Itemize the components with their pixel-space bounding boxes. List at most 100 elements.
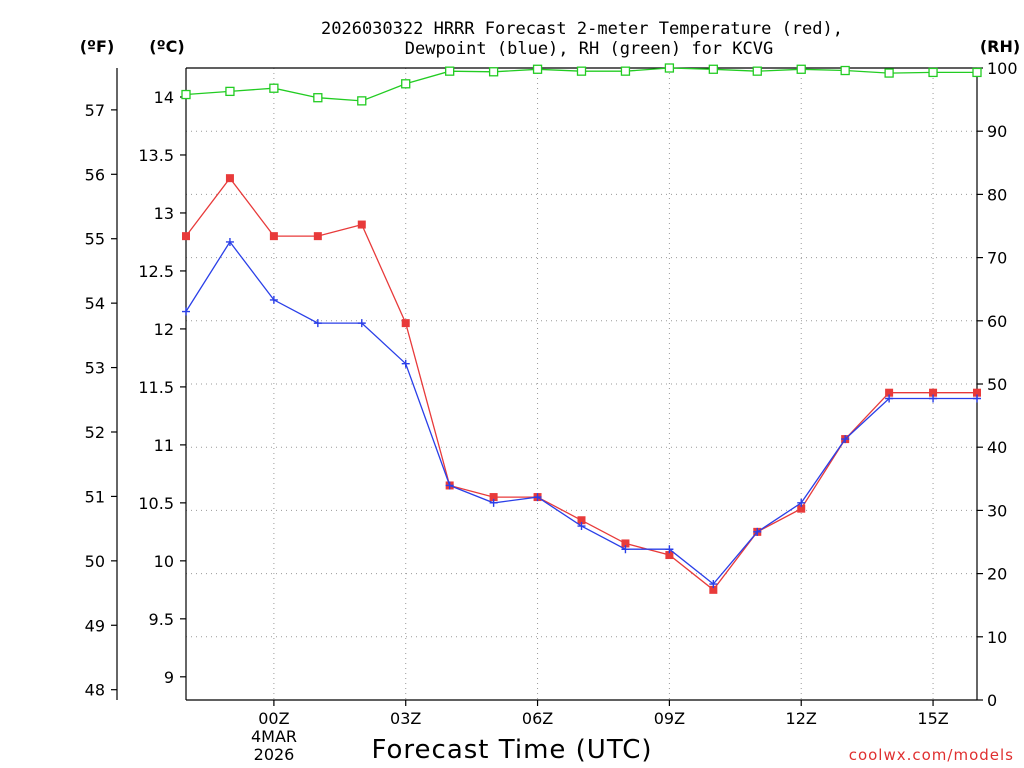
dewpoint-point bbox=[841, 435, 850, 444]
temperature-point bbox=[797, 504, 806, 513]
dewpoint-point bbox=[797, 498, 806, 507]
x-tick-label: 00Z bbox=[258, 709, 289, 728]
fahrenheit-tick-label: 50 bbox=[85, 552, 105, 571]
dewpoint-point bbox=[182, 307, 190, 316]
temperature-point bbox=[357, 220, 366, 229]
rh-point bbox=[357, 96, 367, 106]
dewpoint-point bbox=[489, 498, 498, 507]
dewpoint-point bbox=[665, 545, 674, 554]
rh-tick-label: 70 bbox=[987, 249, 1007, 268]
temperature-point bbox=[665, 551, 674, 560]
dewpoint-point bbox=[709, 580, 718, 589]
x-tick-label: 06Z bbox=[522, 709, 553, 728]
rh-tick-label: 40 bbox=[987, 438, 1007, 457]
dewpoint-line bbox=[185, 240, 977, 585]
grid-layer bbox=[186, 68, 977, 700]
rh-point bbox=[972, 67, 982, 78]
rh-tick-label: 30 bbox=[987, 501, 1007, 520]
x-axis-label: Forecast Time (UTC) bbox=[371, 735, 652, 765]
rh-point bbox=[269, 83, 279, 93]
dewpoint-point bbox=[357, 319, 366, 328]
celsius-tick-label: 14 bbox=[154, 88, 174, 107]
dewpoint-point bbox=[313, 319, 322, 328]
rh-point bbox=[796, 64, 806, 74]
axes-layer bbox=[111, 67, 983, 706]
fahrenheit-tick-label: 53 bbox=[85, 359, 105, 378]
celsius-tick-label: 9 bbox=[164, 668, 174, 687]
rh-point bbox=[708, 64, 718, 74]
series-rh bbox=[181, 63, 982, 106]
dewpoint-point bbox=[401, 359, 410, 368]
chart-title-line1: 2026030322 HRRR Forecast 2-meter Tempera… bbox=[321, 19, 843, 39]
fahrenheit-tick-label: 52 bbox=[85, 423, 105, 442]
x-tick-label: 09Z bbox=[654, 709, 685, 728]
rh-tick-label: 100 bbox=[987, 59, 1018, 78]
rh-point bbox=[576, 66, 587, 76]
temperature-point bbox=[709, 585, 718, 594]
rh-point bbox=[532, 64, 543, 74]
dewpoint-point bbox=[621, 545, 630, 554]
celsius-tick-label: 11.5 bbox=[138, 378, 174, 397]
temperature-point bbox=[313, 232, 322, 241]
fahrenheit-tick-label: 49 bbox=[85, 616, 105, 635]
celsius-tick-label: 9.5 bbox=[149, 610, 174, 629]
rh-tick-label: 0 bbox=[987, 691, 997, 710]
credit-label: coolwx.com/models bbox=[849, 746, 1014, 764]
series-dewpoint bbox=[182, 237, 981, 589]
rh-point bbox=[225, 86, 235, 97]
dewpoint-point bbox=[445, 481, 454, 490]
temperature-point bbox=[621, 539, 630, 548]
temperature-point bbox=[225, 174, 234, 183]
x-tick-label: 12Z bbox=[786, 709, 817, 728]
rh-point bbox=[488, 67, 499, 77]
dewpoint-point bbox=[973, 394, 981, 403]
series-layer bbox=[181, 63, 982, 594]
temperature-point bbox=[885, 388, 894, 397]
fahrenheit-tick-label: 57 bbox=[85, 101, 105, 120]
rh-point bbox=[445, 66, 455, 76]
dewpoint-point bbox=[929, 394, 938, 403]
x-tick-label: 03Z bbox=[390, 709, 421, 728]
fahrenheit-tick-label: 55 bbox=[85, 230, 105, 249]
rh-point bbox=[664, 63, 675, 73]
temperature-point bbox=[269, 232, 278, 241]
rh-point bbox=[752, 66, 762, 76]
rh-tick-label: 20 bbox=[987, 565, 1007, 584]
celsius-tick-label: 11 bbox=[154, 436, 174, 455]
fahrenheit-tick-label: 51 bbox=[85, 487, 105, 506]
temperature-point bbox=[973, 388, 981, 397]
rh-tick-label: 80 bbox=[987, 185, 1007, 204]
rh-point bbox=[620, 66, 631, 76]
temperature-point bbox=[182, 232, 190, 241]
date-label-month: 4MAR bbox=[251, 727, 297, 746]
rh-point bbox=[840, 65, 850, 76]
dewpoint-point bbox=[269, 295, 278, 304]
dewpoint-point bbox=[577, 522, 586, 531]
date-label-year: 2026 bbox=[254, 745, 295, 764]
celsius-tick-label: 13.5 bbox=[138, 146, 174, 165]
chart-title-line2: Dewpoint (blue), RH (green) for KCVG bbox=[405, 39, 773, 59]
dewpoint-point bbox=[225, 237, 234, 246]
rh-tick-label: 90 bbox=[987, 122, 1007, 141]
celsius-unit-label: (ºC) bbox=[149, 37, 184, 56]
rh-point bbox=[313, 93, 323, 103]
rh-point bbox=[401, 79, 411, 89]
fahrenheit-tick-label: 48 bbox=[85, 681, 105, 700]
rh-tick-label: 60 bbox=[987, 312, 1007, 331]
fahrenheit-tick-label: 56 bbox=[85, 165, 105, 184]
rh-point bbox=[181, 89, 191, 100]
rh-tick-label: 50 bbox=[987, 375, 1007, 394]
temperature-point bbox=[401, 319, 410, 328]
fahrenheit-unit-label: (ºF) bbox=[80, 37, 115, 56]
temperature-point bbox=[929, 388, 938, 397]
dewpoint-point bbox=[885, 394, 894, 403]
celsius-tick-label: 12 bbox=[154, 320, 174, 339]
tick-labels: 9 9.5 10 10.5 11 11.5 12 12.5 13 13.5 14 48 49 50 51 52… bbox=[85, 59, 1018, 728]
celsius-tick-label: 10.5 bbox=[138, 494, 174, 513]
temperature-point bbox=[489, 493, 498, 502]
celsius-tick-label: 10 bbox=[154, 552, 174, 571]
celsius-tick-label: 12.5 bbox=[138, 262, 174, 281]
rh-point bbox=[928, 67, 938, 78]
x-tick-label: 15Z bbox=[917, 709, 948, 728]
